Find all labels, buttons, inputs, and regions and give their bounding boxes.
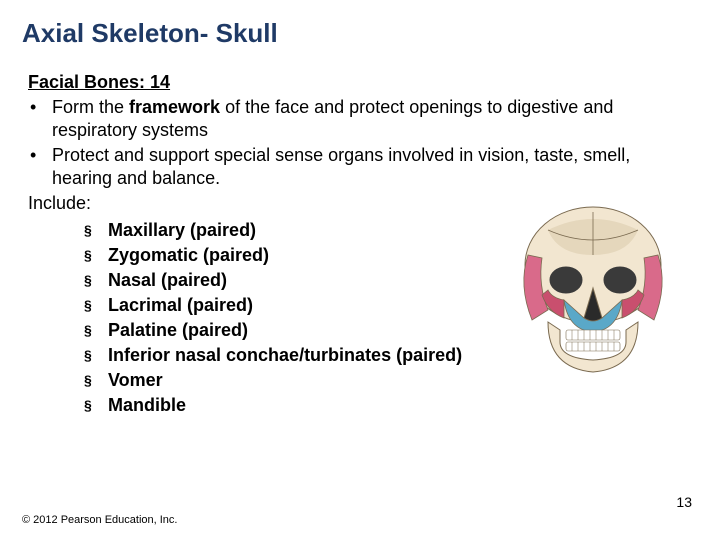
square-bullet-icon: § (84, 219, 108, 241)
square-bullet-icon: § (84, 394, 108, 416)
square-bullet-icon: § (84, 319, 108, 341)
list-item: §Mandible (84, 394, 692, 417)
square-bullet-icon: § (84, 269, 108, 291)
square-bullet-icon: § (84, 244, 108, 266)
square-bullet-icon: § (84, 294, 108, 316)
bullet-marker: • (28, 144, 52, 167)
square-bullet-icon: § (84, 344, 108, 366)
square-bullet-icon: § (84, 369, 108, 391)
section-heading: Facial Bones: 14 (28, 71, 692, 94)
bullet-item: • Protect and support special sense orga… (28, 144, 692, 190)
bullet-marker: • (28, 96, 52, 119)
bullet-text: Protect and support special sense organs… (52, 144, 692, 190)
bullet-item: • Form the framework of the face and pro… (28, 96, 692, 142)
skull-illustration (508, 200, 678, 390)
bullet-text: Form the framework of the face and prote… (52, 96, 692, 142)
page-number: 13 (676, 494, 692, 510)
slide-title: Axial Skeleton- Skull (0, 0, 720, 49)
copyright-text: © 2012 Pearson Education, Inc. (22, 514, 177, 526)
